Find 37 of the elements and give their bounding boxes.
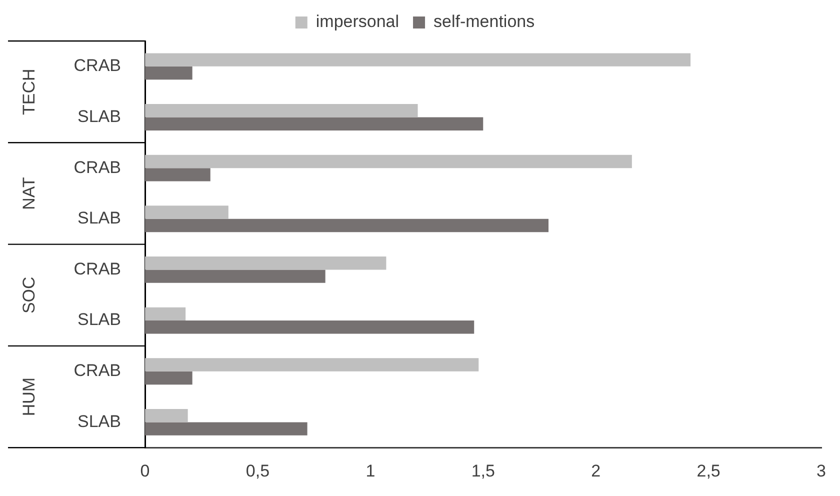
bar	[145, 408, 188, 422]
y-tick-label: SLAB	[78, 412, 121, 431]
bar	[145, 53, 691, 66]
bar	[145, 154, 632, 168]
text: HUM	[20, 377, 39, 416]
bar	[145, 307, 186, 321]
y-tick-label: SLAB	[78, 208, 121, 228]
bar	[145, 270, 326, 283]
y-tick-label: SLAB	[78, 106, 121, 126]
bar	[145, 256, 386, 270]
y-tick-label: CRAB	[74, 56, 121, 76]
legend-label: self-mentions	[434, 12, 535, 32]
y-tick-label: SLAB	[78, 310, 121, 330]
x-tick-label: 1,5	[471, 461, 495, 480]
bar	[145, 422, 308, 436]
bar	[145, 66, 192, 80]
bar	[145, 104, 418, 118]
text: TECH	[20, 68, 39, 115]
y-tick-label: CRAB	[74, 158, 121, 177]
x-tick-label: 2	[591, 461, 601, 480]
bar	[145, 206, 228, 219]
y-tick-label: CRAB	[74, 361, 121, 380]
bar	[145, 358, 479, 372]
bar	[145, 168, 210, 182]
bar	[145, 218, 549, 232]
x-tick-label: 3	[816, 461, 826, 480]
text: NAT	[20, 177, 39, 210]
legend-label: impersonal	[316, 12, 400, 32]
bar	[145, 117, 484, 130]
y-tick-label: CRAB	[74, 259, 121, 278]
x-tick-label: 1	[366, 461, 376, 480]
bar	[145, 371, 192, 385]
x-tick-label: 0,5	[246, 461, 270, 480]
x-tick-label: 0	[140, 461, 150, 480]
text: SOC	[20, 276, 39, 314]
bar	[145, 320, 474, 334]
x-tick-label: 2,5	[696, 461, 720, 480]
